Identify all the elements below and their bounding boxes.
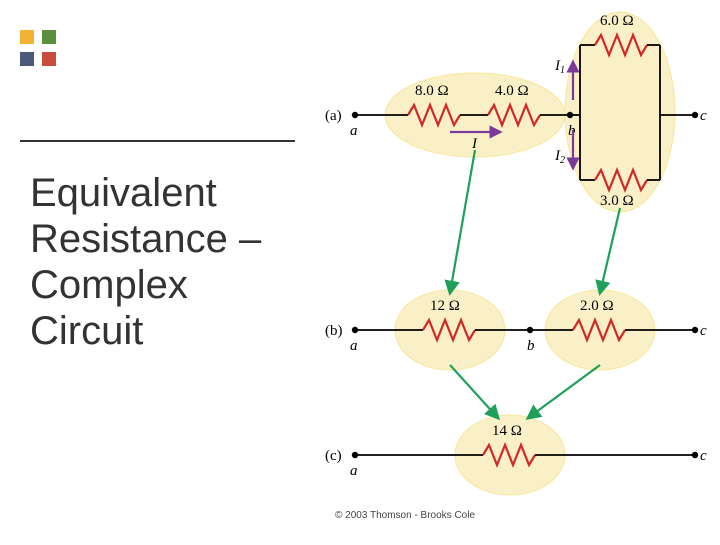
current-label: I bbox=[471, 136, 478, 152]
r-label: 12 Ω bbox=[430, 298, 460, 314]
node-c bbox=[692, 112, 698, 118]
slide-title: Equivalent Resistance – Complex Circuit bbox=[30, 170, 261, 354]
node-a bbox=[352, 327, 358, 333]
r-label: 14 Ω bbox=[492, 423, 522, 439]
title-line: Circuit bbox=[30, 308, 261, 354]
decor-sq bbox=[42, 52, 56, 66]
r-label: 2.0 Ω bbox=[580, 298, 614, 314]
node-c bbox=[692, 452, 698, 458]
reduce-arrow bbox=[450, 365, 498, 418]
current-label: I2 bbox=[554, 148, 565, 166]
circuit-diagram: (a) a b c 8.0 Ω 4.0 Ω 6.0 Ω 3.0 Ω I I1 I… bbox=[300, 0, 720, 540]
r-label: 3.0 Ω bbox=[600, 193, 634, 209]
r-label: 4.0 Ω bbox=[495, 83, 529, 99]
r-label: 6.0 Ω bbox=[600, 13, 634, 29]
node-label: c bbox=[700, 448, 707, 464]
node-b bbox=[527, 327, 533, 333]
title-underline bbox=[20, 140, 295, 142]
panel-label-b: (b) bbox=[325, 323, 343, 339]
node-label: a bbox=[350, 463, 358, 479]
node-label: b bbox=[527, 338, 535, 354]
title-line: Equivalent bbox=[30, 170, 261, 216]
reduce-arrow bbox=[600, 208, 620, 293]
node-c bbox=[692, 327, 698, 333]
node-label: c bbox=[700, 108, 707, 124]
r-label: 8.0 Ω bbox=[415, 83, 449, 99]
node-a bbox=[352, 112, 358, 118]
copyright-text: © 2003 Thomson - Brooks Cole bbox=[335, 510, 475, 521]
panel-label-a: (a) bbox=[325, 108, 342, 124]
node-b bbox=[567, 112, 573, 118]
decor-sq bbox=[20, 30, 34, 44]
current-label: I1 bbox=[554, 58, 565, 76]
decor-sq bbox=[42, 30, 56, 44]
title-line: Resistance – bbox=[30, 216, 261, 262]
node-a bbox=[352, 452, 358, 458]
node-label: c bbox=[700, 323, 707, 339]
decor-sq bbox=[20, 52, 34, 66]
title-line: Complex bbox=[30, 262, 261, 308]
reduce-arrow bbox=[450, 150, 475, 293]
reduce-arrow bbox=[528, 365, 600, 418]
node-label: a bbox=[350, 338, 358, 354]
panel-label-c: (c) bbox=[325, 448, 342, 464]
node-label: a bbox=[350, 123, 358, 139]
